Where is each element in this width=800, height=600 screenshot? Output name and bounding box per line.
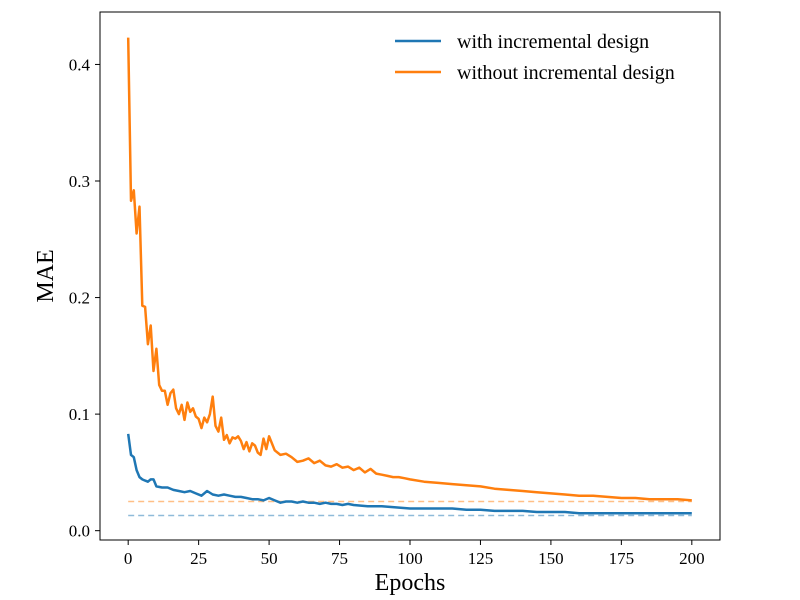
- x-axis: 0 25 50 75 100 125 150 175 200: [124, 540, 705, 568]
- x-tick-label: 0: [124, 549, 133, 568]
- reference-lines: [128, 500, 692, 517]
- x-tick-label: 175: [609, 549, 635, 568]
- series-line-1: [126, 37, 692, 502]
- y-tick-label: 0.4: [69, 55, 91, 74]
- x-axis-title: Epochs: [375, 570, 446, 596]
- legend-label-0: with incremental design: [457, 31, 649, 53]
- y-tick-label: 0.2: [69, 289, 90, 308]
- y-tick-label: 0.1: [69, 405, 90, 424]
- x-tick-label: 25: [190, 549, 207, 568]
- series-lines: [126, 37, 692, 515]
- legend-label-1: without incremental design: [457, 62, 675, 84]
- x-tick-label: 150: [538, 549, 564, 568]
- x-tick-label: 50: [261, 549, 278, 568]
- y-axis-title: MAE: [33, 249, 59, 302]
- x-tick-label: 200: [679, 549, 705, 568]
- plot-frame: [99, 11, 721, 541]
- x-tick-label: 125: [468, 549, 494, 568]
- x-tick-label: 100: [397, 549, 423, 568]
- y-axis: 0.0 0.1 0.2 0.3 0.4: [69, 55, 100, 541]
- series-line-0: [126, 433, 692, 515]
- y-tick-label: 0.0: [69, 522, 90, 541]
- legend: with incremental design without increment…: [395, 31, 675, 84]
- x-tick-label: 75: [331, 549, 348, 568]
- y-tick-label: 0.3: [69, 172, 90, 191]
